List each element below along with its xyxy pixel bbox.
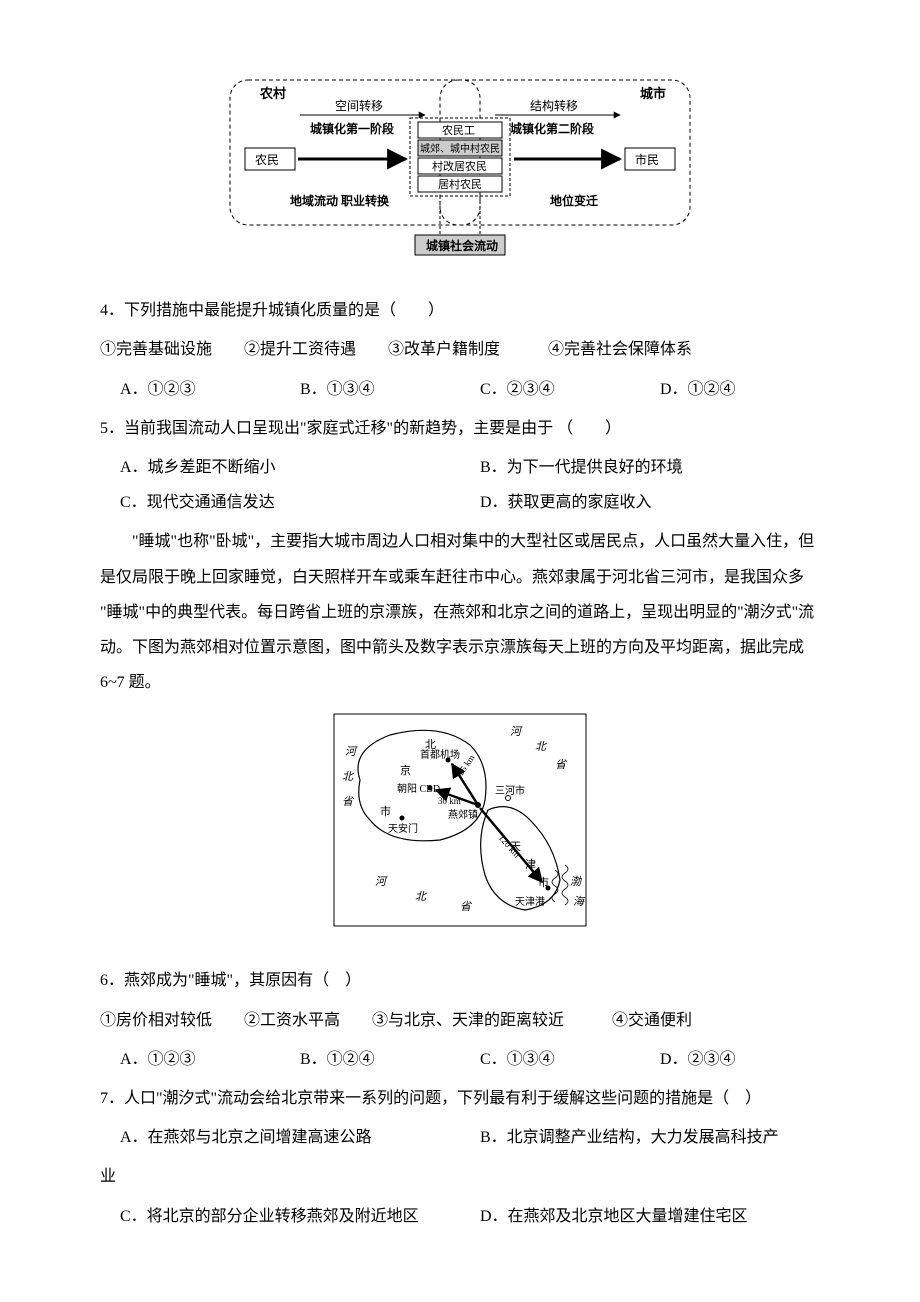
q5-opt-a: A．城乡差距不断缩小 xyxy=(100,450,460,485)
q4-subs: ①完善基础设施 ②提升工资待遇 ③改革户籍制度 ④完善社会保障体系 xyxy=(100,332,820,367)
label-bottom: 城镇社会流动 xyxy=(426,238,498,253)
q6-options: A．①②③ B．①②④ C．①③④ D．②③④ xyxy=(100,1042,820,1077)
map-d30: 30 km xyxy=(438,796,461,806)
label-mid2: 城郊、城中村农民 xyxy=(420,142,500,155)
q7-opt-b-cont: 业 xyxy=(100,1159,820,1194)
label-mid1: 农民工 xyxy=(442,123,475,137)
label-rural: 农村 xyxy=(259,86,286,101)
q4-opt-d: D．①②④ xyxy=(640,372,820,407)
urbanization-diagram: 农村 城市 空间转移 结构转移 城镇化第一阶段 城镇化第二阶段 农民 市民 农民… xyxy=(100,70,820,273)
q5-opt-c: C．现代交通通信发达 xyxy=(100,485,460,520)
label-stage2: 城镇化第二阶段 xyxy=(510,121,595,136)
q6-stem: 6．燕郊成为"睡城"，其原因有（ ） xyxy=(100,963,820,998)
passage-1: "睡城"也称"卧城"，主要指大城市周边人口相对集中的大型社区或居民点，人口虽然大… xyxy=(100,524,820,700)
q4-opt-a: A．①②③ xyxy=(100,372,280,407)
q7-opt-c: C．将北京的部分企业转移燕郊及附近地区 xyxy=(100,1199,460,1234)
q5-options: A．城乡差距不断缩小 B．为下一代提供良好的环境 C．现代交通通信发达 D．获取… xyxy=(100,450,820,520)
q7-opt-a: A．在燕郊与北京之间增建高速公路 xyxy=(100,1120,460,1155)
q7-options-row1: A．在燕郊与北京之间增建高速公路 B．北京调整产业结构，大力发展高科技产 xyxy=(100,1120,820,1155)
label-urban: 城市 xyxy=(640,86,666,101)
q5-opt-d: D．获取更高的家庭收入 xyxy=(460,485,820,520)
map-yanjiao: 燕郊镇 xyxy=(448,808,478,821)
map-jing: 京 xyxy=(400,763,411,777)
label-below2: 地位变迁 xyxy=(550,193,598,208)
q4-stem: 4．下列措施中最能提升城镇化质量的是（ ） xyxy=(100,293,820,328)
label-below1: 地域流动 职业转换 xyxy=(290,193,390,208)
q7-options-row2: C．将北京的部分企业转移燕郊及附近地区 D．在燕郊及北京地区大量增建住宅区 xyxy=(100,1199,820,1234)
q6-opt-d: D．②③④ xyxy=(640,1042,820,1077)
label-stage1: 城镇化第一阶段 xyxy=(310,121,395,136)
map-tjg: 天津港 xyxy=(515,896,545,908)
q5-stem: 5．当前我国流动人口呈现出"家庭式迁移"的新趋势，主要是由于 （ ） xyxy=(100,411,820,446)
q7-opt-d: D．在燕郊及北京地区大量增建住宅区 xyxy=(460,1199,820,1234)
q6-opt-b: B．①②④ xyxy=(280,1042,460,1077)
q6-opt-a: A．①②③ xyxy=(100,1042,280,1077)
q4-opt-b: B．①③④ xyxy=(280,372,460,407)
label-mid4: 居村农民 xyxy=(438,177,482,191)
label-citizen: 市民 xyxy=(635,152,659,167)
yanjiao-map: 北 京 市 首都机场 朝阳 CBD 天安门 燕郊镇 三河市 天 津 市 天津港 … xyxy=(100,710,820,943)
q7-opt-b: B．北京调整产业结构，大力发展高科技产 xyxy=(460,1120,820,1155)
q6-subs: ①房价相对较低 ②工资水平高 ③与北京、天津的距离较近 ④交通便利 xyxy=(100,1003,820,1038)
map-shi: 市 xyxy=(380,804,391,818)
label-farmer: 农民 xyxy=(255,153,279,167)
q4-opt-c: C．②③④ xyxy=(460,372,640,407)
q7-stem: 7．人口"潮汐式"流动会给北京带来一系列的问题，下列最有利于缓解这些问题的措施是… xyxy=(100,1081,820,1116)
map-airport: 首都机场 xyxy=(420,748,460,761)
q5-opt-b: B．为下一代提供良好的环境 xyxy=(460,450,820,485)
q4-options: A．①②③ B．①③④ C．②③④ D．①②④ xyxy=(100,372,820,407)
label-spatial: 空间转移 xyxy=(335,98,383,113)
map-sanhe: 三河市 xyxy=(495,784,525,797)
map-tiananmen: 天安门 xyxy=(388,822,418,835)
map-chaoyang: 朝阳 CBD xyxy=(397,783,440,795)
q6-opt-c: C．①③④ xyxy=(460,1042,640,1077)
label-mid3: 村改居农民 xyxy=(432,159,487,173)
label-structural: 结构转移 xyxy=(530,98,578,113)
